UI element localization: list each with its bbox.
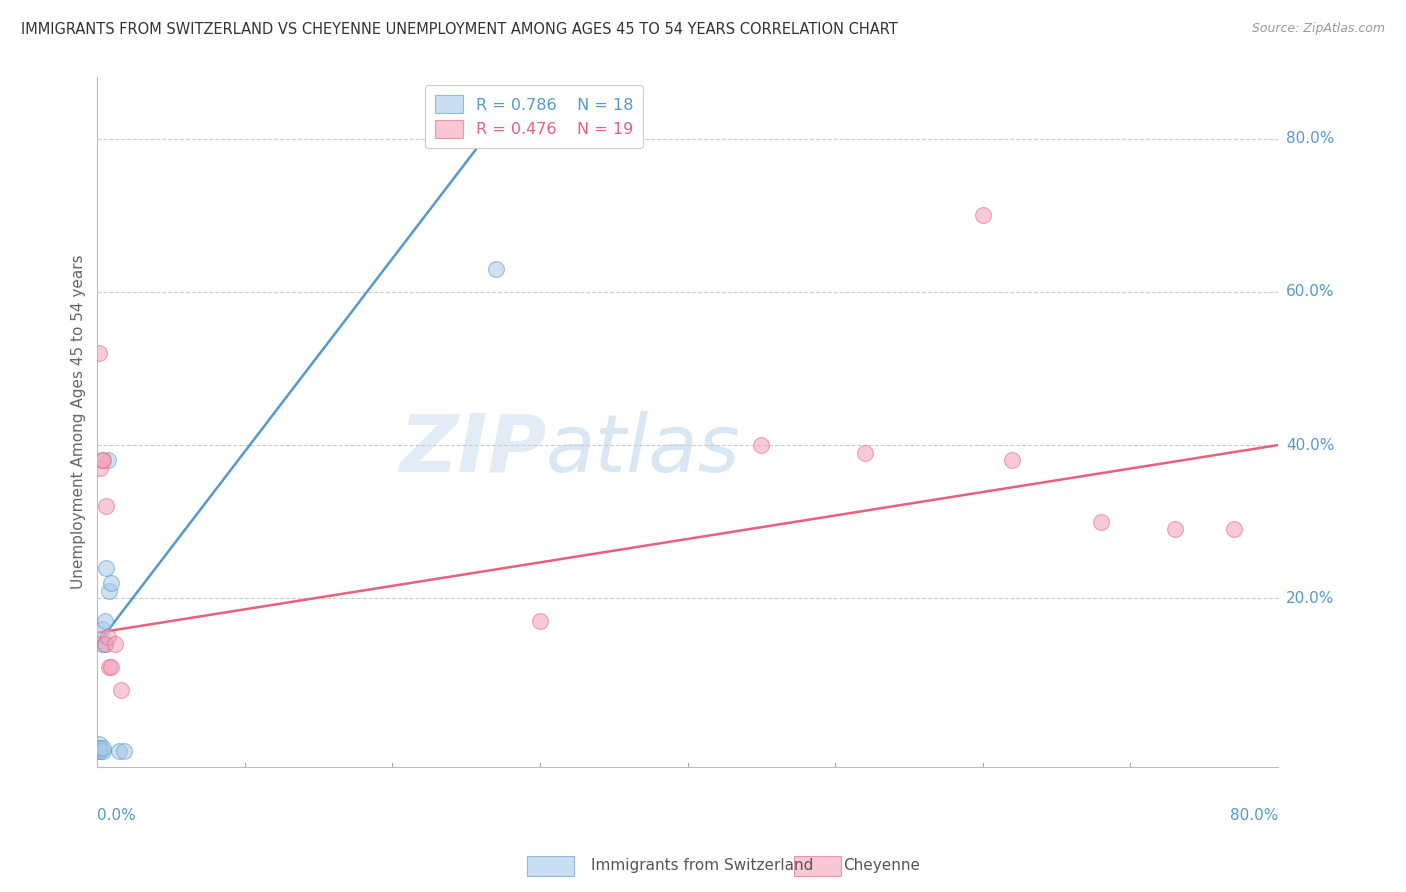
Text: 20.0%: 20.0% (1286, 591, 1334, 606)
Point (529, 615, 551, 629)
Point (97, 453, 120, 467)
Text: IMMIGRANTS FROM SWITZERLAND VS CHEYENNE UNEMPLOYMENT AMONG AGES 45 TO 54 YEARS C: IMMIGRANTS FROM SWITZERLAND VS CHEYENNE … (21, 22, 898, 37)
Text: atlas: atlas (546, 410, 741, 489)
Point (100, 660, 122, 674)
Point (87, 744, 110, 758)
Text: ZIP: ZIP (398, 410, 546, 489)
Point (91, 744, 114, 758)
Point (96, 560, 118, 574)
Point (91, 453, 114, 467)
Point (90, 453, 112, 467)
Text: 0.0%: 0.0% (97, 808, 136, 823)
Point (89, 740, 111, 755)
Point (1090, 515, 1112, 529)
Point (90, 622, 112, 636)
Point (1222, 522, 1244, 536)
Point (751, 438, 773, 452)
Point (108, 744, 131, 758)
Point (112, 744, 135, 758)
Point (100, 576, 122, 591)
Point (1001, 453, 1024, 467)
Point (87, 740, 110, 755)
Text: Immigrants from Switzerland: Immigrants from Switzerland (591, 858, 813, 872)
Point (89, 461, 111, 475)
Point (1163, 522, 1185, 536)
Point (853, 446, 876, 460)
Point (110, 683, 132, 698)
Point (91, 740, 114, 755)
Point (98, 660, 121, 674)
Legend: R = 0.786    N = 18, R = 0.476    N = 19: R = 0.786 N = 18, R = 0.476 N = 19 (425, 86, 644, 148)
Point (98, 583, 121, 598)
Text: Cheyenne: Cheyenne (844, 858, 921, 872)
Point (93, 615, 115, 629)
Point (93, 637, 115, 651)
Point (87, 346, 110, 360)
Point (485, 261, 508, 276)
Point (93, 637, 115, 651)
Point (87, 737, 110, 751)
Point (89, 744, 111, 758)
Text: 80.0%: 80.0% (1230, 808, 1278, 823)
Point (104, 637, 127, 651)
Text: 60.0%: 60.0% (1286, 285, 1334, 300)
Y-axis label: Unemployment Among Ages 45 to 54 years: Unemployment Among Ages 45 to 54 years (72, 255, 86, 590)
Point (972, 208, 994, 222)
Point (90, 637, 112, 651)
Text: Source: ZipAtlas.com: Source: ZipAtlas.com (1251, 22, 1385, 36)
Text: 80.0%: 80.0% (1286, 131, 1334, 146)
Text: 40.0%: 40.0% (1286, 438, 1334, 452)
Point (97, 630, 120, 644)
Point (96, 500, 118, 514)
